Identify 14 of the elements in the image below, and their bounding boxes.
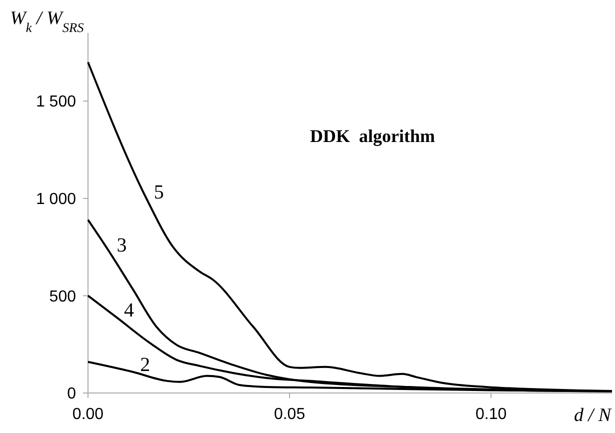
series-label: 3 bbox=[116, 234, 127, 257]
series-label: 4 bbox=[124, 300, 134, 322]
series-label: 2 bbox=[140, 354, 150, 376]
y-tick-label: 1 500 bbox=[36, 94, 76, 111]
series-label: 5 bbox=[154, 181, 164, 204]
x-axis-title: d / N bbox=[574, 405, 612, 426]
y-axis-title: W$_{k}$ / W$_{SRS}$ bbox=[10, 8, 84, 34]
y-tick-label: 500 bbox=[49, 288, 76, 306]
y-tick-label: 0 bbox=[67, 386, 76, 403]
x-tick-label: 0.10 bbox=[476, 406, 507, 423]
x-tick-label: 0.00 bbox=[72, 406, 104, 423]
x-tick-label: 0.05 bbox=[274, 406, 306, 423]
annotation: DDK algorithm bbox=[310, 126, 435, 146]
y-tick-label: 1 000 bbox=[36, 191, 76, 208]
